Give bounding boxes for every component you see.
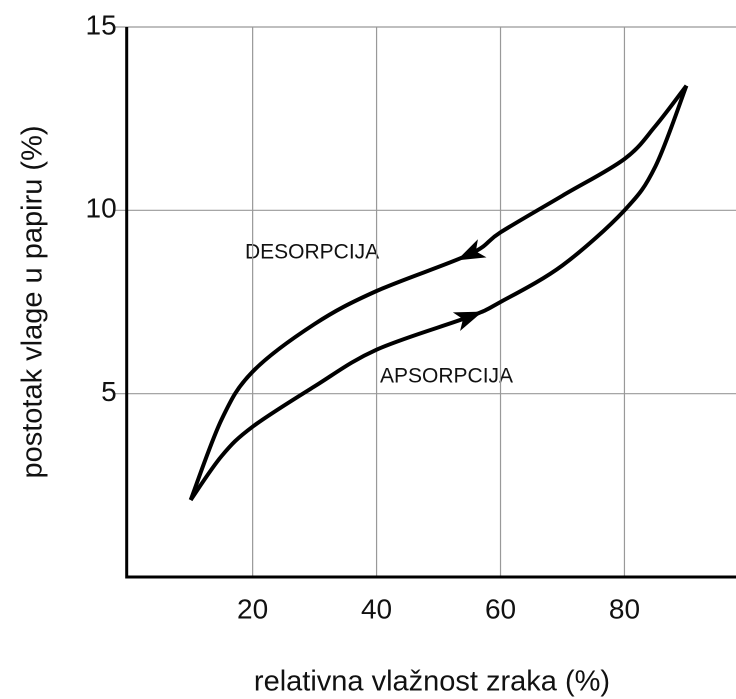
x-axis-label: relativna vlažnost zraka (%) xyxy=(254,666,610,698)
y-tick-label: 15 xyxy=(86,9,117,40)
x-tick-label: 80 xyxy=(609,593,640,624)
x-tick-label: 60 xyxy=(485,593,516,624)
series-label: APSORPCIJA xyxy=(380,365,513,388)
series-line xyxy=(188,84,689,501)
y-tick-label: 10 xyxy=(86,193,117,224)
x-tick-label: 40 xyxy=(361,593,392,624)
series-line xyxy=(189,84,689,502)
series-label: DESORPCIJA xyxy=(245,241,379,264)
y-tick-label: 5 xyxy=(101,376,117,407)
y-axis-label: postotak vlage u papiru (%) xyxy=(17,125,49,478)
x-tick-label: 20 xyxy=(237,593,268,624)
axis xyxy=(125,27,736,579)
direction-arrow xyxy=(452,311,483,332)
direction-arrow xyxy=(456,239,487,261)
